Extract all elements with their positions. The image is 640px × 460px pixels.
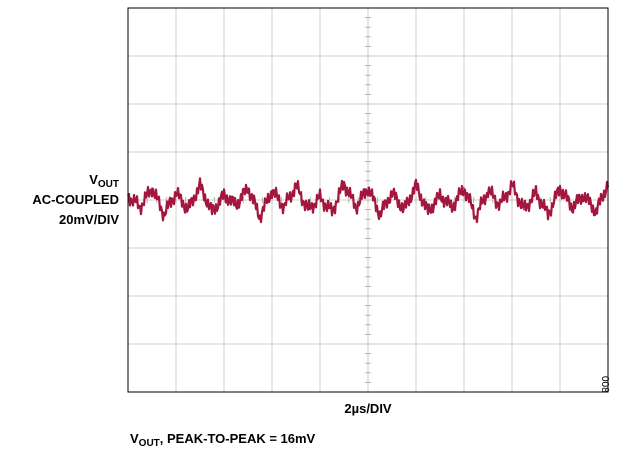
trace-sample-point [187, 208, 189, 211]
trace-sample-point [427, 211, 429, 213]
trace-sample-point [259, 216, 261, 218]
trace-sample-point [271, 189, 273, 192]
trace-sample-point [559, 187, 561, 189]
caption-signal: V [130, 431, 139, 446]
trace-sample-point [139, 206, 141, 208]
channel-coupling: AC-COUPLED [32, 192, 119, 207]
trace-sample-point [391, 192, 393, 194]
trace-sample-point [163, 213, 165, 216]
vout-trace [127, 177, 610, 224]
trace-sample-point [367, 187, 369, 189]
trace-sample-point [583, 194, 585, 196]
caption-signal-subscript: OUT [138, 438, 160, 449]
channel-label: VOUT AC-COUPLED 20mV/DIV [32, 172, 119, 232]
trace-sample-point [379, 213, 381, 216]
trace-sample-point [295, 184, 297, 187]
trace-sample-point [451, 206, 453, 208]
trace-sample-point [307, 208, 309, 211]
trace-sample-point [463, 187, 465, 189]
trace-sample-point [175, 192, 177, 194]
trace-sample-point [199, 184, 201, 187]
channel-signal-subscript: OUT [97, 179, 119, 190]
trace-sample-point [403, 208, 405, 211]
figure-caption: VOUT, PEAK-TO-PEAK = 16mV [130, 431, 316, 449]
trace-sample-point [223, 194, 225, 196]
trace-sample-point [547, 213, 549, 216]
trace-sample-point [595, 211, 597, 213]
trace-sample-point [343, 182, 345, 184]
trace-sample-point [487, 189, 489, 192]
plot-frame [127, 7, 609, 393]
trace-sample-point [211, 211, 213, 213]
figure-id: 008 [599, 376, 610, 393]
trace-sample-point [535, 192, 537, 194]
channel-vertical-scale: 20mV/DIV [59, 212, 119, 227]
trace-sample-point [439, 194, 441, 196]
trace-sample-point [319, 196, 321, 199]
caption-text: , PEAK-TO-PEAK = 16mV [159, 431, 316, 446]
trace-sample-point [247, 187, 249, 189]
trace-sample-point [499, 204, 501, 206]
channel-signal-main: V [89, 172, 98, 187]
trace-sample-point [511, 184, 513, 187]
channel-signal: VOUT [32, 172, 119, 192]
trace-sample-point [151, 187, 153, 189]
trace-sample-point [235, 204, 237, 206]
trace-sample-point [283, 206, 285, 208]
trace-sample-point [523, 208, 525, 211]
trace-sample-point [355, 206, 357, 208]
trace-group [127, 177, 610, 224]
trace-sample-point [571, 206, 573, 208]
trace-sample-point [475, 216, 477, 218]
trace-sample-point [331, 211, 333, 213]
horizontal-scale-label: 2µs/DIV [344, 401, 392, 416]
trace-sample-point [415, 184, 417, 187]
